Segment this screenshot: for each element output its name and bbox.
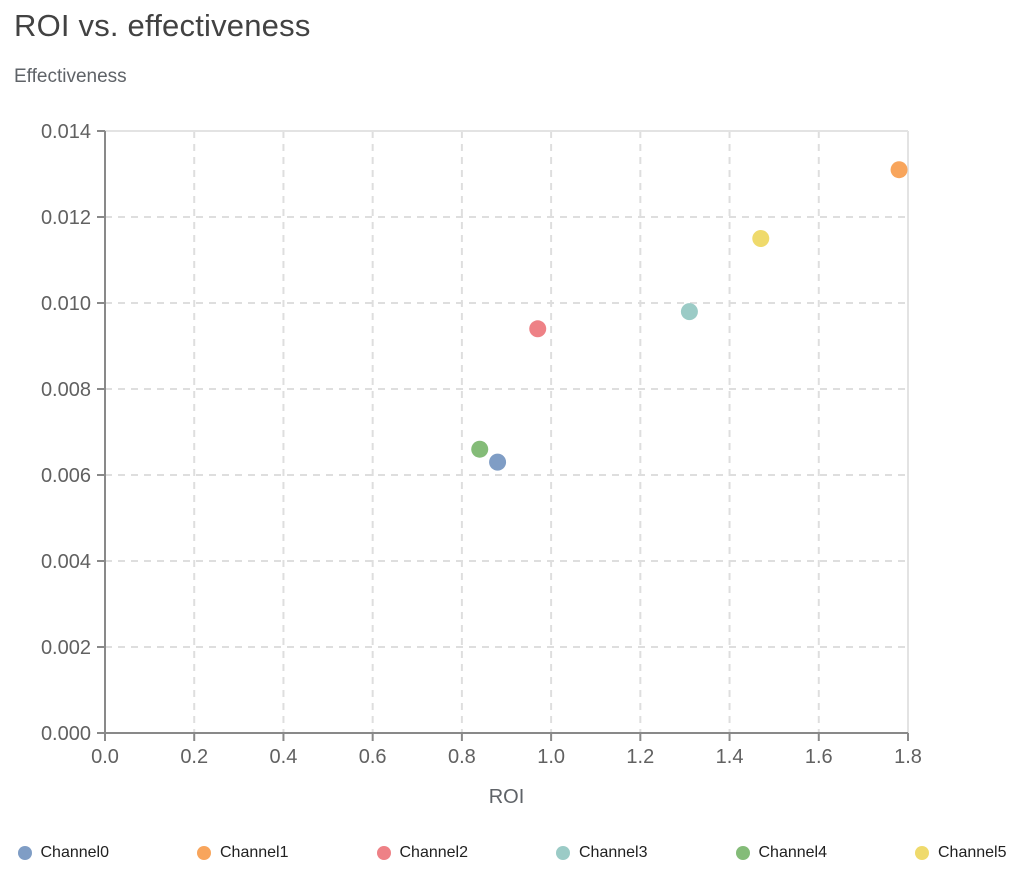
legend-dot-channel3: [556, 846, 570, 860]
legend-item-channel5[interactable]: Channel5: [915, 844, 1007, 862]
x-tick-label: 1.8: [894, 746, 922, 768]
chart-title: ROI vs. effectiveness: [14, 8, 311, 43]
data-point-channel2[interactable]: [529, 320, 547, 338]
legend-dot-channel2: [376, 846, 391, 860]
data-point-channel3[interactable]: [680, 303, 698, 321]
legend-label: Channel4: [758, 844, 828, 861]
y-tick-label: 0.014: [41, 121, 91, 143]
chart-legend: Channel0 Channel1 Channel2 Channel3 Channel4…: [0, 844, 1024, 862]
x-tick-label: 1.0: [537, 746, 565, 768]
legend-item-channel2[interactable]: Channel2: [376, 844, 469, 862]
y-tick-label: 0.012: [41, 207, 91, 229]
legend-dot-channel1: [197, 846, 211, 860]
x-tick-label: 0.0: [91, 746, 119, 768]
x-tick-label: 0.4: [270, 746, 298, 768]
legend-dot-channel5: [915, 846, 929, 860]
legend-item-channel0[interactable]: Channel0: [17, 844, 110, 862]
x-tick-label: 0.6: [359, 746, 387, 768]
legend-label: Channel2: [399, 844, 469, 861]
legend-label: Channel1: [220, 844, 289, 861]
y-tick-label: 0.010: [41, 293, 91, 315]
data-point-channel4[interactable]: [471, 440, 489, 458]
data-point-channel0[interactable]: [489, 453, 507, 471]
legend-dot-channel0: [17, 846, 32, 860]
y-tick-label: 0.008: [41, 379, 91, 401]
x-tick-label: 0.8: [448, 746, 476, 768]
legend-dot-channel4: [735, 846, 750, 860]
y-tick-label: 0.006: [41, 465, 91, 487]
legend-item-channel1[interactable]: Channel1: [197, 844, 289, 862]
y-tick-label: 0.002: [41, 637, 91, 659]
legend-label: Channel5: [938, 844, 1007, 861]
x-tick-label: 0.2: [180, 746, 208, 768]
legend-label: Channel0: [40, 844, 110, 861]
data-point-channel1[interactable]: [890, 161, 908, 179]
x-tick-label: 1.2: [626, 746, 654, 768]
legend-label: Channel3: [579, 844, 648, 861]
x-axis-title: ROI: [488, 786, 525, 808]
y-axis-title: Effectiveness: [14, 66, 127, 87]
y-tick-label: 0.004: [41, 551, 91, 573]
legend-item-channel3[interactable]: Channel3: [556, 844, 648, 862]
legend-item-channel4[interactable]: Channel4: [735, 844, 828, 862]
x-tick-label: 1.6: [805, 746, 833, 768]
data-point-channel5[interactable]: [752, 230, 770, 247]
y-tick-label: 0.000: [41, 723, 91, 745]
x-tick-label: 1.4: [716, 746, 744, 768]
